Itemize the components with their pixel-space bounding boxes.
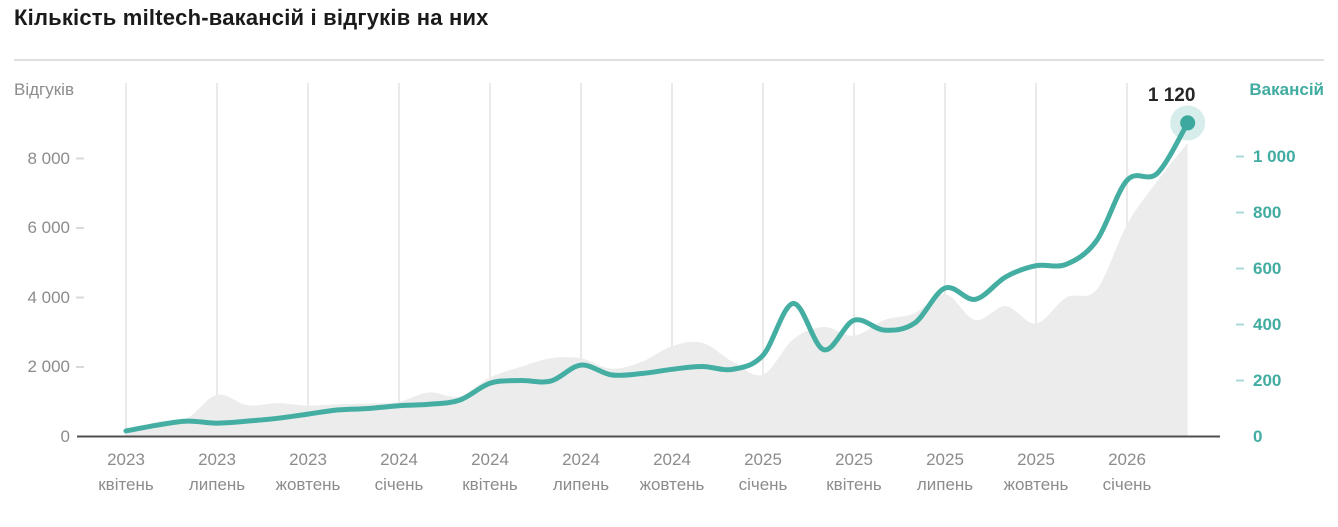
left-axis-tick: 0 [60, 426, 70, 446]
x-axis-label: 2023 квітень [71, 447, 181, 497]
title-divider [14, 59, 1324, 61]
x-axis-label-month: квітень [98, 475, 154, 494]
left-axis-title: Відгуків [14, 80, 74, 99]
right-axis-tick-marks [1236, 155, 1244, 382]
right-axis-tick: 600 [1253, 258, 1282, 278]
left-axis-tick: 6 000 [27, 218, 70, 237]
left-axis-tick: 8 000 [27, 148, 70, 168]
x-axis-label-year: 2024 [471, 450, 509, 469]
x-axis-label-month: жовтень [275, 475, 341, 494]
responses-area-series [126, 142, 1188, 437]
right-axis-tick: 800 [1253, 202, 1282, 222]
x-axis-label-year: 2025 [1017, 450, 1055, 469]
x-axis-label-month: липень [188, 475, 246, 494]
x-axis-label-year: 2026 [1108, 450, 1146, 469]
x-axis-label-year: 2024 [562, 450, 600, 469]
x-axis-label-month: квітень [462, 475, 518, 494]
x-axis-label-month: січень [738, 475, 788, 494]
x-axis-label-month: жовтень [1003, 475, 1069, 494]
x-axis-label-year: 2025 [744, 450, 782, 469]
x-axis-label-month: жовтень [639, 475, 705, 494]
x-axis-label: 2025 січень [708, 447, 818, 497]
x-axis-label-year: 2023 [198, 450, 236, 469]
x-axis-label: 2024 січень [344, 447, 454, 497]
x-axis-label-year: 2025 [835, 450, 873, 469]
right-axis-tick: 400 [1253, 314, 1282, 334]
left-axis-tick: 2 000 [27, 357, 70, 376]
x-axis-label: 2026 січень [1072, 447, 1182, 497]
x-axis-label-month: квітень [826, 475, 882, 494]
x-axis-label-year: 2023 [107, 450, 145, 469]
endpoint-marker [1180, 115, 1196, 131]
x-axis-label: 2024 липень [526, 447, 636, 497]
x-axis-label: 2023 жовтень [253, 447, 363, 497]
left-axis-tick-marks [76, 157, 84, 368]
x-axis-label: 2024 квітень [435, 447, 545, 497]
chart-title: Кількість miltech-вакансій і відгуків на… [14, 5, 489, 30]
right-axis-tick: 1 000 [1253, 146, 1296, 166]
right-axis-tick: 200 [1253, 370, 1282, 390]
vacancies-line-series [123, 120, 1191, 434]
left-axis-tick: 4 000 [27, 287, 70, 307]
x-axis-label-month: січень [374, 475, 424, 494]
x-axis-label: 2025 жовтень [981, 447, 1091, 497]
x-axis-label: 2024 жовтень [617, 447, 727, 497]
right-axis-tick: 0 [1253, 426, 1263, 446]
x-axis-label-year: 2025 [926, 450, 964, 469]
x-axis-label-year: 2024 [653, 450, 691, 469]
x-axis-label-month: липень [916, 475, 974, 494]
x-axis-label: 2025 липень [890, 447, 1000, 497]
gridlines [125, 83, 1128, 436]
x-axis-label-year: 2024 [380, 450, 418, 469]
x-axis-label: 2025 квітень [799, 447, 909, 497]
x-axis-label-year: 2023 [289, 450, 327, 469]
x-axis-label-month: січень [1102, 475, 1152, 494]
right-axis-title: Вакансій [1249, 80, 1324, 99]
x-axis-label-month: липень [552, 475, 610, 494]
x-axis-label: 2023 липень [162, 447, 272, 497]
end-value-label: 1 120 [1147, 85, 1196, 106]
